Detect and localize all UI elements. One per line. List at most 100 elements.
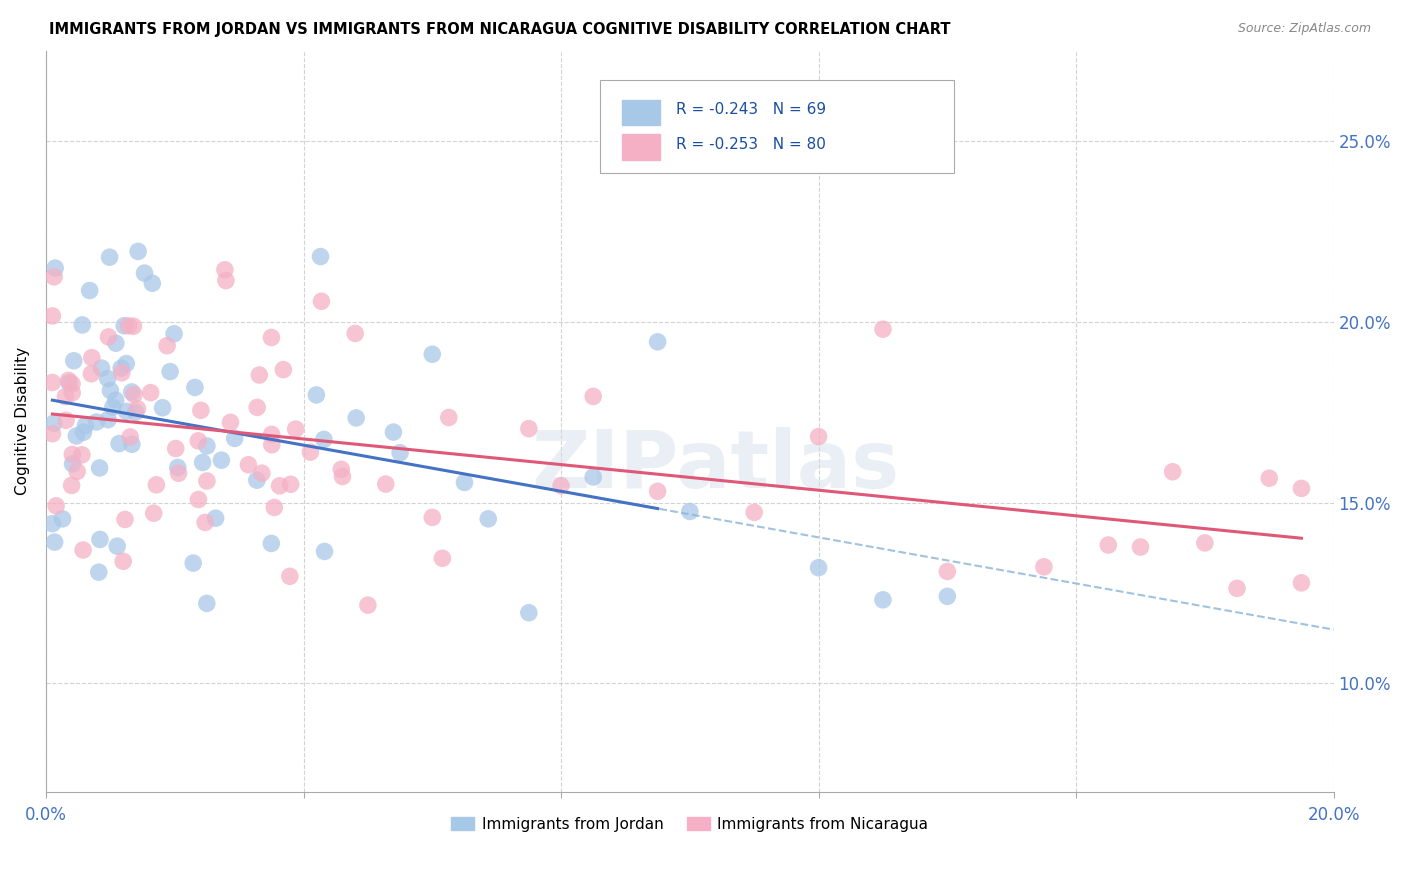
Point <box>215 274 238 288</box>
Point <box>111 366 134 380</box>
Point <box>742 505 765 519</box>
Point <box>104 336 127 351</box>
Point <box>477 512 499 526</box>
Text: IMMIGRANTS FROM JORDAN VS IMMIGRANTS FROM NICARAGUA COGNITIVE DISABILITY CORRELA: IMMIGRANTS FROM JORDAN VS IMMIGRANTS FRO… <box>49 22 950 37</box>
Point <box>312 433 335 447</box>
Point <box>679 504 702 518</box>
Point <box>807 429 830 443</box>
Point <box>127 244 149 259</box>
Point <box>41 516 63 531</box>
Point <box>344 411 367 425</box>
Point <box>142 506 165 520</box>
Point <box>332 469 354 483</box>
Point <box>75 418 97 433</box>
Point <box>204 511 226 525</box>
Point <box>305 388 328 402</box>
Point <box>115 357 138 371</box>
Point <box>58 376 80 390</box>
Point <box>100 384 122 398</box>
Point <box>273 362 295 376</box>
Point <box>517 606 540 620</box>
Point <box>260 330 283 344</box>
Point <box>187 492 209 507</box>
Point <box>247 368 270 382</box>
Point <box>65 429 87 443</box>
Point <box>42 269 65 284</box>
Point <box>60 376 83 391</box>
Text: Source: ZipAtlas.com: Source: ZipAtlas.com <box>1237 22 1371 36</box>
Point <box>41 426 63 441</box>
Point <box>195 596 218 610</box>
Point <box>184 380 207 394</box>
Point <box>62 353 84 368</box>
Point <box>1291 482 1313 496</box>
Point <box>45 499 67 513</box>
Point <box>1161 465 1184 479</box>
Point <box>139 385 162 400</box>
Point <box>72 425 94 440</box>
Point <box>121 384 143 399</box>
Point <box>89 533 111 547</box>
Point <box>219 415 242 429</box>
Point <box>191 456 214 470</box>
Point <box>145 478 167 492</box>
Point <box>453 475 475 490</box>
Point <box>872 592 894 607</box>
Point <box>79 284 101 298</box>
Point <box>389 446 412 460</box>
Text: ZIPatlas: ZIPatlas <box>531 426 900 505</box>
Y-axis label: Cognitive Disability: Cognitive Disability <box>15 347 30 495</box>
Point <box>72 543 94 558</box>
Point <box>807 560 830 574</box>
Point <box>1258 471 1281 485</box>
Point <box>120 430 142 444</box>
Point <box>41 376 63 390</box>
Point <box>309 250 332 264</box>
Point <box>872 322 894 336</box>
Point <box>278 569 301 583</box>
Point <box>110 361 132 376</box>
Point <box>195 474 218 488</box>
Point <box>159 365 181 379</box>
Point <box>195 439 218 453</box>
Point <box>1291 575 1313 590</box>
Point <box>112 554 135 568</box>
Point <box>284 422 307 436</box>
Point <box>60 478 83 492</box>
Point <box>66 464 89 478</box>
Point <box>89 461 111 475</box>
Point <box>80 351 103 365</box>
Point <box>209 453 232 467</box>
FancyBboxPatch shape <box>600 80 953 173</box>
Point <box>141 277 163 291</box>
Point <box>582 389 605 403</box>
Point <box>86 415 108 429</box>
Point <box>260 427 283 442</box>
Point <box>51 512 73 526</box>
Point <box>127 401 149 416</box>
Point <box>187 434 209 448</box>
Point <box>117 318 139 333</box>
Point <box>98 250 121 264</box>
Point <box>167 467 190 481</box>
Point <box>263 500 285 515</box>
Point <box>330 462 353 476</box>
Point <box>124 405 146 419</box>
Point <box>121 437 143 451</box>
Point <box>122 319 145 334</box>
Point <box>357 598 380 612</box>
Point <box>1226 582 1249 596</box>
Point <box>44 261 66 276</box>
Point <box>1032 559 1054 574</box>
Point <box>1194 536 1216 550</box>
Point <box>269 479 291 493</box>
Legend: Immigrants from Jordan, Immigrants from Nicaragua: Immigrants from Jordan, Immigrants from … <box>447 812 932 836</box>
Point <box>166 460 188 475</box>
Point <box>246 401 269 415</box>
Point <box>112 318 135 333</box>
Point <box>97 330 120 344</box>
Point <box>260 438 283 452</box>
Point <box>122 387 145 401</box>
Point <box>1129 540 1152 554</box>
Point <box>647 484 669 499</box>
